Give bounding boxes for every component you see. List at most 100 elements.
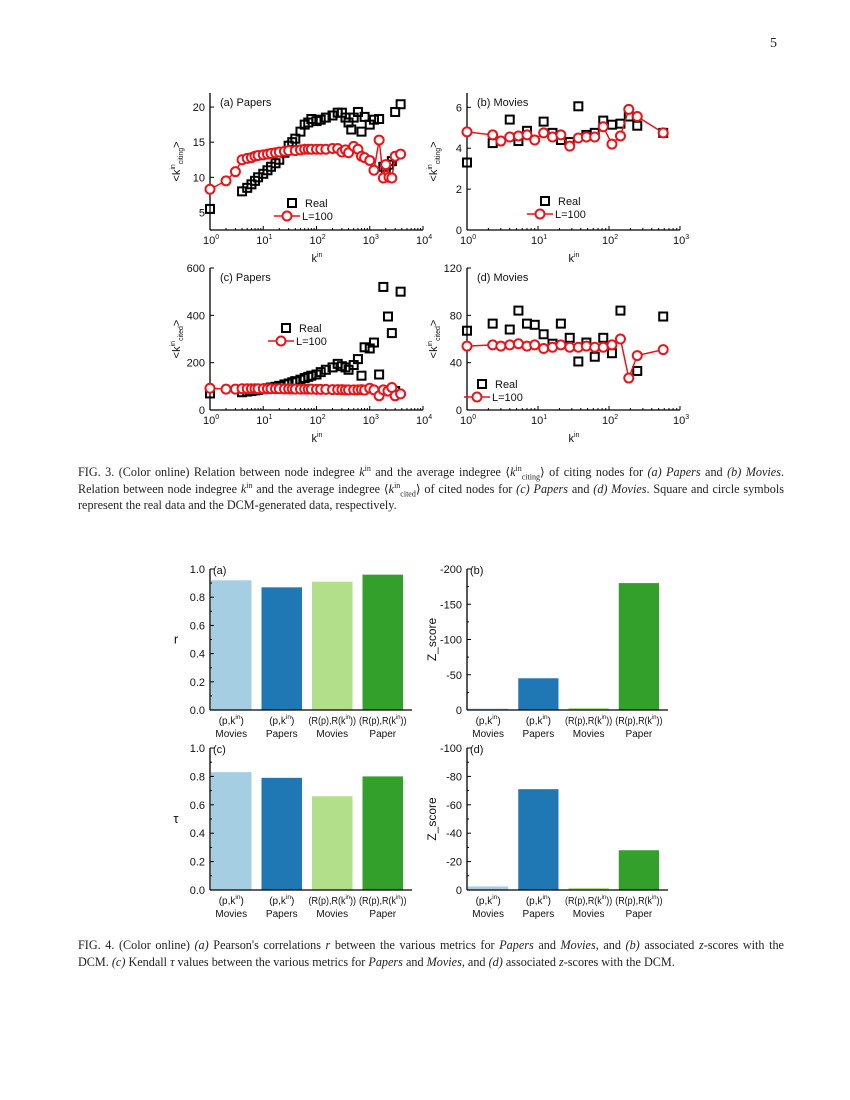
caption-text: in xyxy=(364,463,371,473)
y-tick-label: 1.0 xyxy=(190,564,205,576)
bar-category-label-part: Paper xyxy=(369,909,396,920)
square-marker xyxy=(346,124,357,135)
y-tick-label: 0 xyxy=(199,405,205,417)
bar-category-label-part: Paper xyxy=(626,729,653,740)
y-axis-label: Z_score xyxy=(425,618,439,662)
bar-category-label-part: Movies xyxy=(573,729,605,740)
x-axis-label-part: k xyxy=(312,433,318,445)
square-marker xyxy=(359,111,370,122)
y-axis-label-part: in xyxy=(427,341,434,347)
legend-label-l100: L=100 xyxy=(492,392,523,404)
y-tick-label: 10 xyxy=(193,172,205,184)
x-tick-label-part: 3 xyxy=(685,414,689,421)
y-axis-label-part: <k xyxy=(171,169,183,181)
y-tick-label-part: 120 xyxy=(444,263,462,275)
circle-marker xyxy=(495,340,507,352)
bar-category-label-part: in xyxy=(652,894,657,901)
y-tick-label-part: -100 xyxy=(440,743,462,755)
y-tick-label: -100 xyxy=(440,743,462,755)
y-tick-label-part: 0.4 xyxy=(190,828,205,840)
bar-category-label-part: )) xyxy=(606,716,612,727)
bar-category-label-part: (R(p),R(k xyxy=(359,896,397,907)
bar-category-label-part: ) xyxy=(240,716,243,727)
legend-label-l100-part: L=100 xyxy=(302,211,333,223)
bar xyxy=(518,789,559,890)
bar-category-label-part: ) xyxy=(548,716,551,727)
y-axis-label-part: Z_score xyxy=(425,797,439,841)
x-tick-label-part: 2 xyxy=(614,414,618,421)
square-marker xyxy=(538,329,549,340)
x-tick-label: 101 xyxy=(256,414,272,427)
chart-panel-6: (p,kin)Movies(p,kin)Papers(R(p),R(kin))M… xyxy=(173,743,412,920)
y-tick-label-part: 1.0 xyxy=(190,743,205,755)
y-axis-label-part: > xyxy=(171,320,183,326)
circle-marker xyxy=(606,339,618,351)
bar-category-label-part: )) xyxy=(350,716,356,727)
circle-marker xyxy=(606,138,618,150)
bar-category-label-part: in xyxy=(492,894,497,901)
caption-text: (d) xyxy=(488,954,503,969)
x-tick-label-part: 10 xyxy=(673,235,685,247)
x-tick-label-part: 10 xyxy=(203,235,215,247)
y-tick-label: -50 xyxy=(446,670,462,682)
x-tick-label: 103 xyxy=(673,234,689,247)
bar-category-label: (p,kin) xyxy=(269,894,294,907)
panel-label: (a) Papers xyxy=(220,97,272,109)
legend-label-real: Real xyxy=(299,323,322,335)
bar-category-label-part: (R(p),R(k xyxy=(615,716,653,727)
bar-category-label-part: in xyxy=(345,894,350,901)
x-tick-label-part: 10 xyxy=(203,415,215,427)
y-tick-label: 0.6 xyxy=(190,800,205,812)
y-tick-label-part: 4 xyxy=(456,143,462,155)
square-marker xyxy=(632,365,643,376)
legend-label-l100: L=100 xyxy=(302,211,333,223)
y-tick-label: 600 xyxy=(187,263,205,275)
x-tick-label-part: 0 xyxy=(215,234,219,241)
x-tick-label: 101 xyxy=(256,234,272,247)
bar-category-label-part: Papers xyxy=(266,729,298,740)
bar-category-label-part: Movies xyxy=(573,909,605,920)
bar-category-label-part: Paper xyxy=(369,729,396,740)
y-tick-label: 0.4 xyxy=(190,828,205,840)
x-tick-label: 102 xyxy=(602,234,618,247)
circle-marker xyxy=(461,340,473,352)
bar-category-label-part: Movies xyxy=(316,729,348,740)
circle-marker xyxy=(504,339,516,351)
circle-marker xyxy=(204,382,216,394)
y-tick-label-part: -40 xyxy=(446,828,462,840)
x-tick-label-part: 3 xyxy=(375,234,379,241)
y-tick-label-part: 0.6 xyxy=(190,800,205,812)
bar-category-label: (R(p),R(kin)) xyxy=(565,894,612,907)
y-axis-label: Z_score xyxy=(425,797,439,841)
bar-category-label: (R(p),R(kin)) xyxy=(359,894,407,907)
bar-category-label-part: in xyxy=(396,714,401,721)
y-tick-label-part: -150 xyxy=(440,599,462,611)
circle-marker xyxy=(229,166,241,178)
series-Real xyxy=(205,99,406,214)
y-tick-label: 120 xyxy=(444,263,462,275)
caption-text: -scores with the DCM. xyxy=(563,954,675,969)
y-axis-label: <kincited> xyxy=(170,320,185,359)
x-tick-label: 104 xyxy=(416,234,432,247)
square-marker xyxy=(555,318,566,329)
bar-category-label-part: (R(p),R(k xyxy=(309,896,347,907)
bar-category-label: Paper xyxy=(369,909,396,920)
x-tick-label: 100 xyxy=(203,414,219,427)
x-tick-label-part: 10 xyxy=(602,235,614,247)
caption-text: associated xyxy=(502,954,559,969)
circle-marker xyxy=(529,134,541,146)
caption-text: associated xyxy=(639,938,699,952)
bar xyxy=(568,707,609,710)
circle-marker xyxy=(555,129,567,141)
caption-text: (d) Movies xyxy=(593,481,647,496)
caption-text: -scores with the DCM. xyxy=(78,938,784,969)
caption-text: k xyxy=(240,481,247,496)
y-tick-label: 0.8 xyxy=(190,592,205,604)
bar-category-label-part: Movies xyxy=(472,909,504,920)
y-tick-label-part: 40 xyxy=(450,358,462,370)
y-axis-label-part: in xyxy=(170,341,177,347)
x-tick-label: 102 xyxy=(602,414,618,427)
panel-label-part: (c) xyxy=(213,744,226,756)
bar xyxy=(468,708,509,710)
bar xyxy=(261,777,302,890)
